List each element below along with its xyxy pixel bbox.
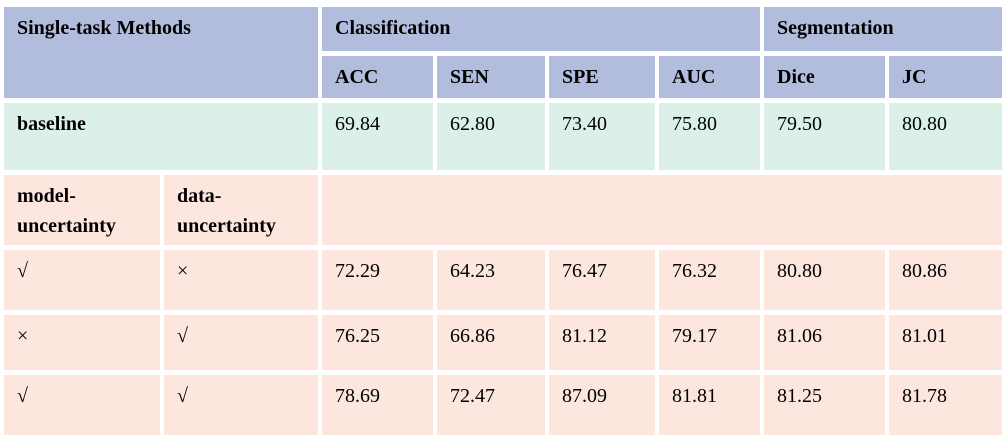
row3-dice-value: 81.25 bbox=[764, 375, 885, 435]
row3-auc-value: 81.81 bbox=[659, 375, 760, 435]
metric-header-sen: SEN bbox=[437, 56, 545, 98]
baseline-row-label: baseline bbox=[4, 103, 318, 170]
row2-sen-value: 66.86 bbox=[437, 315, 545, 370]
baseline-auc-value: 75.80 bbox=[659, 103, 760, 170]
row2-spe-value: 81.12 bbox=[549, 315, 655, 370]
metric-header-spe: SPE bbox=[549, 56, 655, 98]
header-segmentation: Segmentation bbox=[764, 7, 1002, 51]
row3-acc-value: 78.69 bbox=[322, 375, 433, 435]
baseline-spe-value: 73.40 bbox=[549, 103, 655, 170]
row3-spe-value: 87.09 bbox=[549, 375, 655, 435]
row1-dice-value: 80.80 bbox=[764, 250, 885, 310]
baseline-jc-value: 80.80 bbox=[889, 103, 1002, 170]
row2-data-mark: √ bbox=[164, 315, 318, 370]
data-uncertainty-header: data-uncertainty bbox=[164, 175, 318, 245]
row1-acc-value: 72.29 bbox=[322, 250, 433, 310]
row1-model-mark: √ bbox=[4, 250, 160, 310]
metric-header-auc: AUC bbox=[659, 56, 760, 98]
metric-header-dice: Dice bbox=[764, 56, 885, 98]
results-table: Single-task Methods Classification Segme… bbox=[4, 7, 1002, 435]
uncertainty-header-filler-cell bbox=[322, 175, 1002, 245]
baseline-sen-value: 62.80 bbox=[437, 103, 545, 170]
row3-jc-value: 81.78 bbox=[889, 375, 1002, 435]
header-single-task-methods: Single-task Methods bbox=[4, 7, 318, 98]
row1-jc-value: 80.86 bbox=[889, 250, 1002, 310]
metric-header-acc: ACC bbox=[322, 56, 433, 98]
row2-dice-value: 81.06 bbox=[764, 315, 885, 370]
row2-acc-value: 76.25 bbox=[322, 315, 433, 370]
baseline-dice-value: 79.50 bbox=[764, 103, 885, 170]
row1-auc-value: 76.32 bbox=[659, 250, 760, 310]
row2-model-mark: × bbox=[4, 315, 160, 370]
model-uncertainty-header: model-uncertainty bbox=[4, 175, 160, 245]
row3-model-mark: √ bbox=[4, 375, 160, 435]
row2-auc-value: 79.17 bbox=[659, 315, 760, 370]
row1-spe-value: 76.47 bbox=[549, 250, 655, 310]
baseline-acc-value: 69.84 bbox=[322, 103, 433, 170]
header-classification: Classification bbox=[322, 7, 760, 51]
row3-sen-value: 72.47 bbox=[437, 375, 545, 435]
metric-header-jc: JC bbox=[889, 56, 1002, 98]
row3-data-mark: √ bbox=[164, 375, 318, 435]
row1-sen-value: 64.23 bbox=[437, 250, 545, 310]
row2-jc-value: 81.01 bbox=[889, 315, 1002, 370]
row1-data-mark: × bbox=[164, 250, 318, 310]
